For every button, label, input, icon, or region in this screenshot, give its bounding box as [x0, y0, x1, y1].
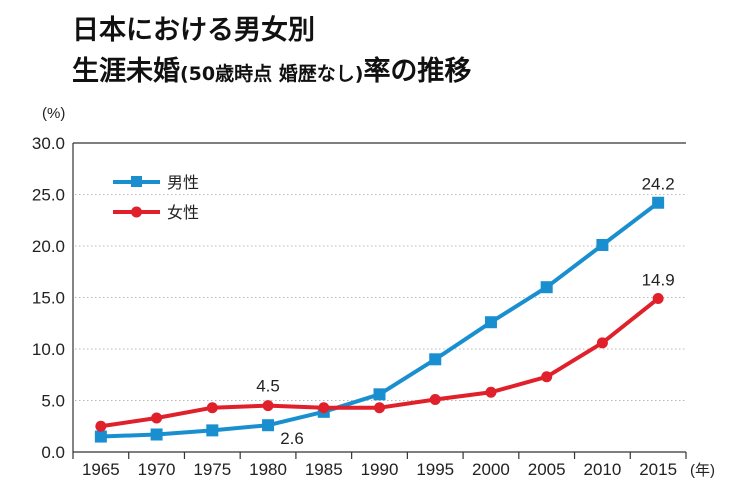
data-label-女性-2015: 14.9	[642, 271, 675, 290]
gridlines	[75, 194, 686, 401]
x-tick-label-1995: 1995	[416, 460, 454, 479]
x-tick-label-1965: 1965	[82, 460, 120, 479]
y-tick-label: 5.0	[41, 392, 65, 411]
title-parenthetical: (50歳時点 婚歴なし)	[180, 63, 364, 85]
point-男性-1990	[373, 388, 386, 401]
point-女性-1980	[262, 400, 274, 412]
point-男性-2010	[596, 238, 609, 251]
x-tick-label-1980: 1980	[249, 460, 287, 479]
point-男性-1970	[150, 428, 163, 441]
y-tick-label: 15.0	[32, 289, 65, 308]
point-男性-2015	[652, 196, 665, 209]
title-main: 生涯未婚	[72, 56, 180, 87]
x-tick-label-2000: 2000	[472, 460, 510, 479]
series-line-男性	[100, 201, 660, 439]
legend-label: 男性	[167, 173, 199, 192]
x-axis-unit-label: (年)	[690, 462, 715, 479]
point-女性-2005	[541, 371, 553, 383]
chart-title-line2: 生涯未婚(50歳時点 婚歴なし)率の推移	[72, 49, 471, 88]
point-男性-1980	[262, 419, 275, 432]
series-group	[94, 196, 665, 443]
axes: (%)	[42, 105, 686, 453]
y-tick-label: 0.0	[41, 443, 65, 462]
x-axis-ticks: 1965 1970 1975 1980 1985 1990 1995 2000 2005 2010…	[72, 452, 715, 479]
title-tail: 率の推移	[363, 56, 472, 87]
point-男性-1995	[429, 353, 442, 366]
legend-item-女性: 女性	[113, 203, 199, 222]
legend-circle-marker-icon	[131, 206, 142, 218]
point-女性-1995	[429, 393, 441, 405]
x-tick-label-2015: 2015	[639, 460, 677, 479]
point-男性-2005	[540, 281, 553, 294]
data-labels: 4.5 2.6 24.2 14.9	[256, 175, 674, 448]
point-男性-2000	[484, 316, 497, 329]
y-tick-label: 25.0	[32, 186, 65, 205]
x-tick-label-1990: 1990	[361, 460, 399, 479]
point-女性-2000	[485, 386, 497, 398]
y-axis-ticks: 0.0 5.0 10.0 15.0 20.0 25.0 30.0	[32, 134, 65, 462]
point-女性-1975	[206, 402, 218, 414]
data-label-男性-1980: 2.6	[280, 429, 304, 448]
point-男性-1965	[94, 430, 107, 443]
point-女性-2010	[596, 337, 608, 349]
point-女性-2015	[652, 293, 664, 305]
x-tick-label-2010: 2010	[583, 460, 621, 479]
legend-label: 女性	[167, 203, 199, 222]
x-tick-label-1970: 1970	[138, 460, 176, 479]
series-女性	[95, 293, 664, 432]
point-女性-1990	[374, 402, 385, 414]
x-tick-label-1975: 1975	[193, 460, 231, 479]
y-tick-label: 30.0	[32, 134, 65, 153]
data-label-男性-2015: 24.2	[642, 175, 675, 194]
point-女性-1985	[318, 402, 330, 414]
data-label-女性-1980: 4.5	[256, 377, 280, 396]
y-tick-label: 10.0	[32, 340, 65, 359]
legend-square-marker-icon	[131, 176, 142, 187]
legend-item-男性: 男性	[113, 173, 199, 192]
y-tick-label: 20.0	[32, 237, 65, 256]
point-男性-1975	[206, 424, 219, 437]
x-tick-label-2005: 2005	[528, 460, 566, 479]
point-女性-1965	[95, 420, 107, 432]
y-axis-unit-label: (%)	[42, 105, 65, 122]
point-女性-1970	[151, 412, 163, 424]
chart-title-line1: 日本における男女別	[72, 15, 315, 46]
x-tick-label-1985: 1985	[305, 460, 343, 479]
